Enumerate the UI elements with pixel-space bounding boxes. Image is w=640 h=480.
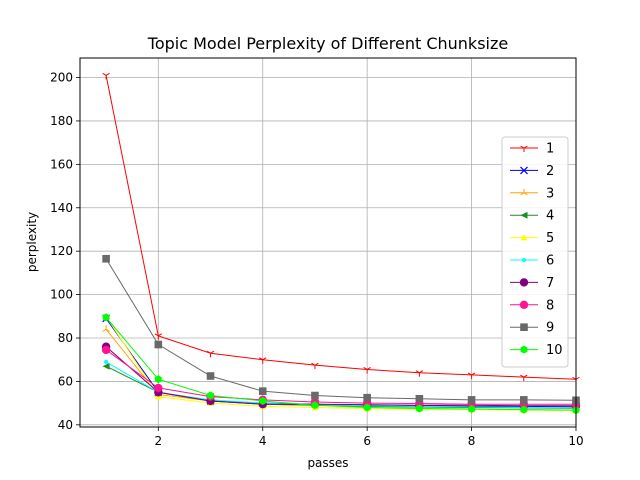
legend-entry: 4 <box>510 209 554 224</box>
series-line <box>105 346 576 407</box>
legend-label: 4 <box>546 209 554 224</box>
data-point <box>104 359 109 364</box>
legend-marker <box>519 278 529 287</box>
y-tick-label: 200 <box>50 71 73 85</box>
y-tick-label: 80 <box>58 331 73 345</box>
legend-marker <box>520 345 528 354</box>
data-point <box>102 313 110 322</box>
series-line <box>105 258 577 401</box>
legend-entry: 3 <box>510 186 554 201</box>
series-9 <box>102 254 580 405</box>
legend-marker <box>520 145 528 152</box>
data-point <box>520 374 528 382</box>
legend-entry: 10 <box>510 343 563 358</box>
data-point <box>363 393 371 402</box>
y-tick-label: 100 <box>50 288 73 302</box>
legend-entry: 6 <box>510 254 554 269</box>
data-point <box>154 375 162 384</box>
data-point <box>154 333 163 340</box>
plot-frame <box>79 57 577 428</box>
x-tick-label: 2 <box>154 434 162 448</box>
legend-entry: 7 <box>510 276 554 291</box>
data-point <box>415 404 423 413</box>
plot-series <box>101 72 581 415</box>
legend-marker <box>520 211 528 219</box>
series-10 <box>102 313 580 415</box>
data-point <box>363 367 371 374</box>
legend-label: 2 <box>546 164 554 179</box>
y-tick-label: 140 <box>50 201 73 215</box>
x-tick-label: 8 <box>468 434 476 448</box>
data-point <box>311 362 319 370</box>
legend-box <box>501 136 569 368</box>
y-tick-label: 120 <box>50 244 73 258</box>
legend-entry: 5 <box>510 231 554 246</box>
grid <box>80 58 577 427</box>
data-point <box>363 403 371 412</box>
data-point <box>467 372 476 379</box>
legend-entry: 2 <box>510 164 554 179</box>
data-point <box>102 362 110 370</box>
data-point <box>258 387 267 395</box>
data-point <box>259 357 267 364</box>
legend: 1 2 3 4 5 6 7 8 9 10 <box>501 136 569 368</box>
data-point <box>311 391 319 400</box>
legend-label: 7 <box>546 276 554 291</box>
legend-entry: 9 <box>510 321 554 336</box>
data-point <box>259 396 267 405</box>
legend-marker <box>520 234 528 241</box>
data-point <box>206 372 215 380</box>
series-line <box>105 75 577 380</box>
legend-marker <box>520 188 528 196</box>
legend-marker <box>520 166 528 175</box>
y-tick-label: 60 <box>58 374 73 388</box>
series-line <box>105 361 577 409</box>
series-line <box>105 349 576 405</box>
x-tick-label: 4 <box>259 434 267 448</box>
data-point <box>519 396 528 404</box>
y-tick-label: 160 <box>50 157 73 171</box>
data-point <box>154 340 163 349</box>
y-tick-label: 40 <box>58 418 73 432</box>
series-line <box>105 317 577 411</box>
x-axis-label: passes <box>307 456 348 470</box>
data-point <box>206 350 215 358</box>
axis-ticks: 2 4 6 8 10 40 60 80 100 120 140 160 180 200 <box>50 71 584 448</box>
y-axis-label: perplexity <box>25 212 39 272</box>
legend-entry: 8 <box>510 298 554 313</box>
series-1 <box>102 72 580 384</box>
data-point <box>102 72 110 80</box>
series-line <box>105 316 577 412</box>
data-point <box>415 370 424 377</box>
legend-label: 10 <box>546 343 563 358</box>
legend-marker <box>520 323 528 331</box>
chart-title: Topic Model Perplexity of Different Chun… <box>147 34 508 53</box>
x-tick-label: 10 <box>568 434 583 448</box>
data-point <box>102 254 110 263</box>
legend-label: 8 <box>546 298 554 313</box>
data-point <box>101 345 111 355</box>
data-point <box>207 391 214 400</box>
legend-label: 6 <box>546 254 554 269</box>
x-tick-label: 6 <box>363 434 371 448</box>
legend-label: 1 <box>546 142 554 157</box>
data-point <box>468 404 476 413</box>
legend-marker <box>519 300 529 309</box>
legend-label: 5 <box>546 231 554 246</box>
data-point <box>467 396 476 404</box>
legend-label: 3 <box>546 186 554 201</box>
legend-entry: 1 <box>510 142 554 157</box>
data-point <box>102 325 110 332</box>
data-point <box>520 405 528 414</box>
legend-marker <box>522 258 526 262</box>
data-point <box>154 383 163 393</box>
y-tick-label: 180 <box>50 114 73 128</box>
data-point <box>311 401 319 410</box>
legend-label: 9 <box>546 321 554 336</box>
data-point <box>415 394 424 403</box>
